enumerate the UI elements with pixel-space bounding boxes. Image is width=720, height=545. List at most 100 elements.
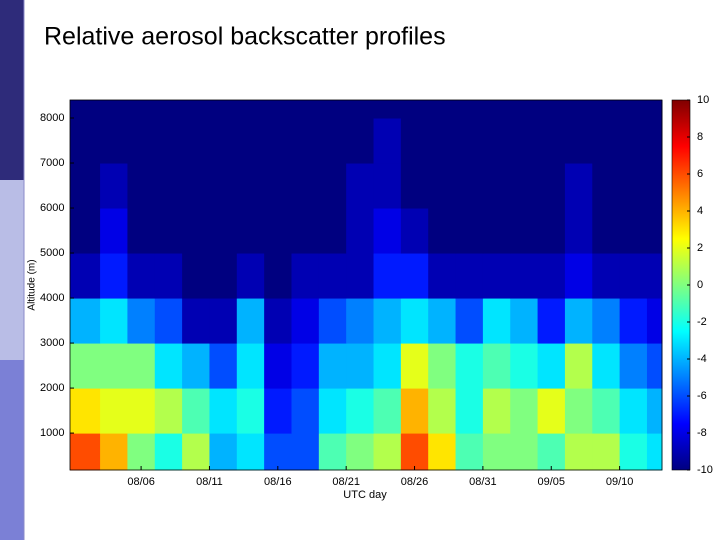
heat-cell bbox=[400, 388, 429, 434]
colorbar-tick-label: 6 bbox=[697, 168, 703, 180]
heat-cell bbox=[209, 298, 238, 344]
y-tick-label: 1000 bbox=[40, 427, 64, 439]
heat-cell bbox=[564, 343, 593, 389]
heat-cell bbox=[646, 433, 663, 471]
heat-cell bbox=[236, 163, 265, 209]
heat-cell bbox=[127, 253, 156, 299]
heat-cell bbox=[127, 298, 156, 344]
heat-cell bbox=[564, 100, 593, 119]
heat-cell bbox=[291, 163, 320, 209]
heat-cell bbox=[537, 298, 566, 344]
heat-cell bbox=[510, 253, 539, 299]
heat-cell bbox=[510, 163, 539, 209]
heat-cell bbox=[592, 343, 621, 389]
heat-cell bbox=[619, 208, 648, 254]
heat-cell bbox=[291, 253, 320, 299]
heat-cell bbox=[619, 298, 648, 344]
heat-cell bbox=[100, 388, 128, 434]
heat-cell bbox=[346, 100, 375, 119]
chart-title: Relative aerosol backscatter profiles bbox=[44, 23, 446, 51]
heat-cell bbox=[154, 298, 183, 344]
heat-cell bbox=[510, 343, 539, 389]
x-tick-label: 09/10 bbox=[606, 476, 634, 488]
heat-cell bbox=[100, 208, 128, 254]
heat-cell bbox=[373, 253, 402, 299]
heat-cell bbox=[264, 208, 292, 254]
heat-cell bbox=[373, 163, 402, 209]
heat-cell bbox=[400, 163, 429, 209]
heat-cell bbox=[646, 343, 663, 389]
heat-cell bbox=[209, 163, 238, 209]
heat-cell bbox=[318, 163, 347, 209]
heat-cell bbox=[428, 343, 457, 389]
heat-cell bbox=[236, 118, 265, 164]
heat-cell bbox=[592, 388, 621, 434]
slide-bar bbox=[0, 180, 24, 360]
heat-cell bbox=[127, 433, 156, 471]
heat-cell bbox=[619, 343, 648, 389]
heat-cell bbox=[373, 100, 402, 119]
heat-cell bbox=[537, 253, 566, 299]
heat-cell bbox=[510, 208, 539, 254]
heat-cell bbox=[400, 433, 429, 471]
heat-cell bbox=[70, 433, 101, 471]
heat-cell bbox=[154, 433, 183, 471]
y-tick-label: 7000 bbox=[40, 157, 64, 169]
heat-cell bbox=[182, 118, 210, 164]
heat-cell bbox=[564, 163, 593, 209]
heat-cell bbox=[455, 253, 484, 299]
heat-cell bbox=[127, 100, 156, 119]
heat-cell bbox=[455, 208, 484, 254]
slide-bar bbox=[0, 360, 24, 540]
heat-cell bbox=[510, 433, 539, 471]
heat-cell bbox=[154, 343, 183, 389]
heat-cell bbox=[482, 343, 511, 389]
heat-cell bbox=[455, 433, 484, 471]
heat-cell bbox=[592, 100, 621, 119]
heat-cell bbox=[537, 118, 566, 164]
colorbar-tick-label: -2 bbox=[697, 316, 707, 328]
heat-cell bbox=[236, 343, 265, 389]
heat-cell bbox=[428, 118, 457, 164]
heat-cell bbox=[400, 343, 429, 389]
heat-cell bbox=[619, 163, 648, 209]
heat-cell bbox=[482, 388, 511, 434]
heat-cell bbox=[70, 163, 101, 209]
heat-cell bbox=[592, 118, 621, 164]
heat-cell bbox=[455, 388, 484, 434]
heat-cell bbox=[510, 388, 539, 434]
y-tick-label: 5000 bbox=[40, 247, 64, 259]
heat-cell bbox=[482, 208, 511, 254]
y-tick-label: 6000 bbox=[40, 202, 64, 214]
heat-cell bbox=[400, 118, 429, 164]
x-tick-label: 08/21 bbox=[332, 476, 360, 488]
heat-cell bbox=[428, 388, 457, 434]
heat-cell bbox=[373, 118, 402, 164]
heat-cell bbox=[428, 208, 457, 254]
heat-cell bbox=[564, 208, 593, 254]
heat-cell bbox=[209, 343, 238, 389]
heat-cell bbox=[100, 253, 128, 299]
x-tick-label: 09/05 bbox=[537, 476, 565, 488]
heat-cell bbox=[428, 433, 457, 471]
heat-cell bbox=[236, 208, 265, 254]
heat-cell bbox=[537, 343, 566, 389]
heat-cell bbox=[264, 100, 292, 119]
heat-cell bbox=[182, 163, 210, 209]
heat-cell bbox=[236, 100, 265, 119]
heat-cell bbox=[318, 298, 347, 344]
heat-cell bbox=[182, 208, 210, 254]
heat-cell bbox=[70, 298, 101, 344]
heat-cell bbox=[70, 388, 101, 434]
heat-cell bbox=[537, 388, 566, 434]
heat-cell bbox=[646, 253, 663, 299]
heat-cell bbox=[646, 388, 663, 434]
heat-cell bbox=[592, 298, 621, 344]
heat-cell bbox=[236, 253, 265, 299]
x-tick-label: 08/11 bbox=[196, 476, 223, 488]
heat-cell bbox=[209, 208, 238, 254]
heat-cell bbox=[346, 343, 375, 389]
y-tick-label: 3000 bbox=[40, 337, 64, 349]
heat-cell bbox=[373, 298, 402, 344]
colorbar-tick-label: -8 bbox=[697, 427, 707, 439]
